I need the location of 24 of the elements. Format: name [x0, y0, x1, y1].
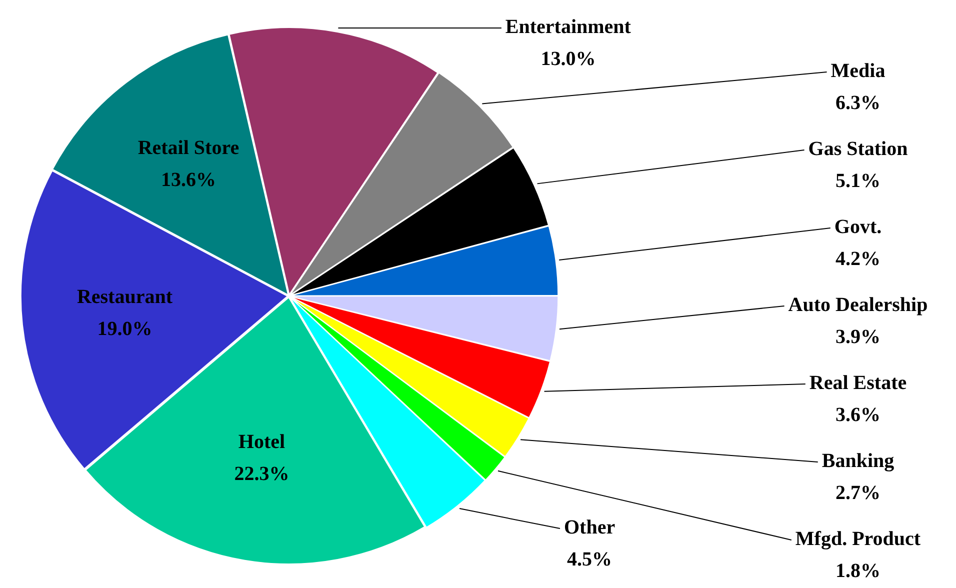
- data-label: 5.1%: [836, 170, 880, 192]
- slice-label: Govt.: [834, 216, 882, 238]
- slice-label: Hotel: [238, 431, 286, 454]
- data-label: 3.9%: [836, 326, 880, 348]
- data-label: 4.5%: [567, 548, 612, 571]
- data-label: 2.7%: [836, 482, 880, 504]
- slice-label: Restaurant: [76, 286, 173, 308]
- slice-label: Entertainment: [505, 16, 632, 38]
- data-label: 1.8%: [836, 560, 880, 582]
- data-label: 13.0%: [540, 48, 596, 70]
- slice-label: Banking: [822, 450, 894, 472]
- data-label: 3.6%: [836, 404, 880, 426]
- slice-label: Mfgd. Product: [795, 528, 921, 550]
- data-label: 6.3%: [836, 92, 880, 114]
- slice-label: Retail Store: [138, 137, 240, 160]
- slice-label: Real Estate: [809, 372, 907, 394]
- slice-label: Other: [564, 516, 616, 539]
- data-label: 13.6%: [160, 169, 216, 192]
- slice-label: Media: [830, 60, 886, 82]
- data-label: 22.3%: [234, 463, 290, 486]
- data-label: 4.2%: [836, 248, 880, 270]
- slice-label: Auto Dealership: [788, 294, 928, 316]
- slice-label: Gas Station: [808, 138, 908, 160]
- data-label: 19.0%: [97, 318, 152, 340]
